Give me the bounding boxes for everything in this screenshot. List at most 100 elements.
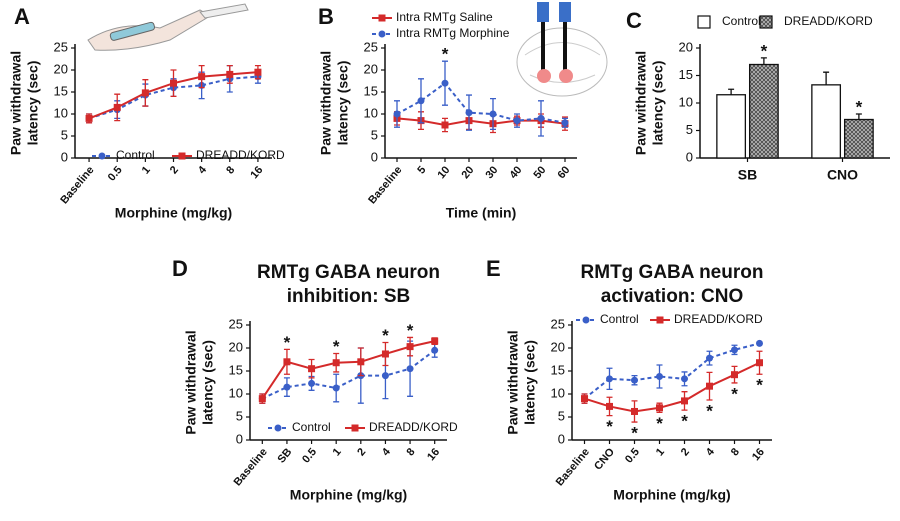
data-point	[226, 70, 234, 78]
x-tick-label: 1	[140, 164, 153, 176]
y-tick-label: 5	[686, 122, 693, 137]
data-point	[406, 343, 414, 351]
legend-label: Control	[722, 14, 761, 28]
x-tick-label: Baseline	[58, 164, 96, 206]
y-tick-label: 15	[679, 67, 693, 82]
x-tick-label: 1	[331, 446, 344, 458]
significance-marker: *	[382, 326, 389, 345]
x-tick-label: 0.5	[623, 446, 642, 465]
x-tick-label: 4	[380, 445, 394, 458]
legend-swatch	[697, 15, 711, 29]
y-axis-label: latency (sec)	[522, 340, 538, 425]
data-point	[656, 404, 663, 412]
x-tick-label: 5	[415, 164, 428, 176]
data-point	[631, 376, 638, 384]
legend-label: Control	[292, 420, 331, 434]
significance-marker: *	[856, 97, 863, 116]
y-tick-label: 10	[364, 105, 378, 120]
data-point	[431, 346, 439, 354]
data-point	[756, 359, 763, 367]
x-tick-label: 16	[248, 164, 265, 181]
x-tick-label: 60	[555, 164, 572, 181]
data-point	[706, 354, 713, 362]
data-point	[283, 358, 291, 366]
significance-marker: *	[681, 412, 688, 431]
significance-marker: *	[407, 321, 414, 340]
data-point	[537, 114, 545, 122]
x-axis-label: Time (min)	[446, 205, 517, 221]
legend-label: DREADD/KORD	[674, 312, 763, 326]
x-tick-label: 2	[679, 446, 692, 458]
bar	[716, 94, 747, 159]
y-tick-label: 20	[679, 39, 693, 54]
data-point	[170, 79, 177, 87]
y-axis-label: latency (sec)	[650, 61, 666, 146]
y-tick-label: 25	[364, 39, 378, 54]
x-axis-label: Morphine (mg/kg)	[290, 487, 407, 503]
x-tick-label: 40	[507, 164, 524, 181]
data-point	[756, 339, 763, 347]
chart-title: RMTg GABA neuron	[581, 262, 764, 283]
x-tick-label: 20	[459, 164, 476, 181]
y-tick-label: 15	[551, 362, 565, 377]
legend-label: DREADD/KORD	[196, 148, 285, 162]
bar	[843, 118, 874, 159]
data-point	[606, 402, 613, 410]
y-axis-label: latency (sec)	[200, 340, 216, 425]
x-tick-label: SB	[738, 167, 757, 183]
x-axis-label: Morphine (mg/kg)	[613, 487, 730, 503]
panel-label: D	[172, 256, 188, 281]
bar	[811, 84, 842, 159]
significance-marker: *	[606, 417, 613, 436]
chart-title: activation: CNO	[601, 286, 744, 307]
legend-label: DREADD/KORD	[784, 14, 873, 28]
data-point	[283, 383, 291, 391]
data-point	[198, 73, 206, 81]
legend-label: Intra RMTg Morphine	[396, 26, 510, 40]
x-axis-label: Morphine (mg/kg)	[115, 205, 232, 221]
x-tick-label: CNO	[592, 446, 617, 473]
data-point	[489, 110, 497, 118]
data-point	[441, 79, 449, 87]
data-point	[681, 375, 688, 383]
y-axis-label: latency (sec)	[25, 61, 41, 146]
x-tick-label: 4	[196, 163, 210, 176]
y-tick-label: 25	[551, 316, 565, 331]
legend-marker	[582, 316, 590, 324]
x-tick-label: 8	[224, 164, 237, 176]
data-point	[381, 372, 389, 380]
x-tick-label: 50	[531, 164, 548, 181]
significance-marker: *	[761, 41, 768, 60]
panel-label: A	[14, 4, 30, 29]
data-point	[393, 110, 401, 118]
x-tick-label: 4	[704, 445, 718, 458]
x-tick-label: 16	[750, 446, 767, 463]
significance-marker: *	[731, 384, 738, 403]
y-tick-label: 5	[371, 127, 378, 142]
x-tick-label: 30	[483, 164, 500, 181]
x-tick-label: 16	[425, 446, 442, 463]
y-tick-label: 5	[558, 408, 565, 423]
error-bar	[760, 57, 767, 65]
y-tick-label: 15	[229, 362, 243, 377]
injection-illustration	[87, 3, 249, 51]
data-point	[731, 346, 738, 354]
legend-marker	[274, 424, 282, 432]
significance-marker: *	[284, 333, 291, 352]
legend-label: Control	[600, 312, 639, 326]
significance-marker: *	[333, 337, 340, 356]
data-point	[357, 358, 365, 366]
data-point	[258, 395, 266, 403]
panel-label: B	[318, 4, 334, 29]
legend-marker	[178, 152, 186, 160]
y-tick-label: 0	[371, 149, 378, 164]
data-point	[332, 359, 340, 367]
data-point	[417, 97, 425, 105]
y-tick-label: 20	[54, 61, 68, 76]
y-tick-label: 0	[61, 149, 68, 164]
x-tick-label: Baseline	[366, 164, 404, 206]
data-point	[681, 397, 688, 405]
x-tick-label: 8	[404, 446, 417, 458]
x-tick-label: SB	[275, 446, 294, 465]
